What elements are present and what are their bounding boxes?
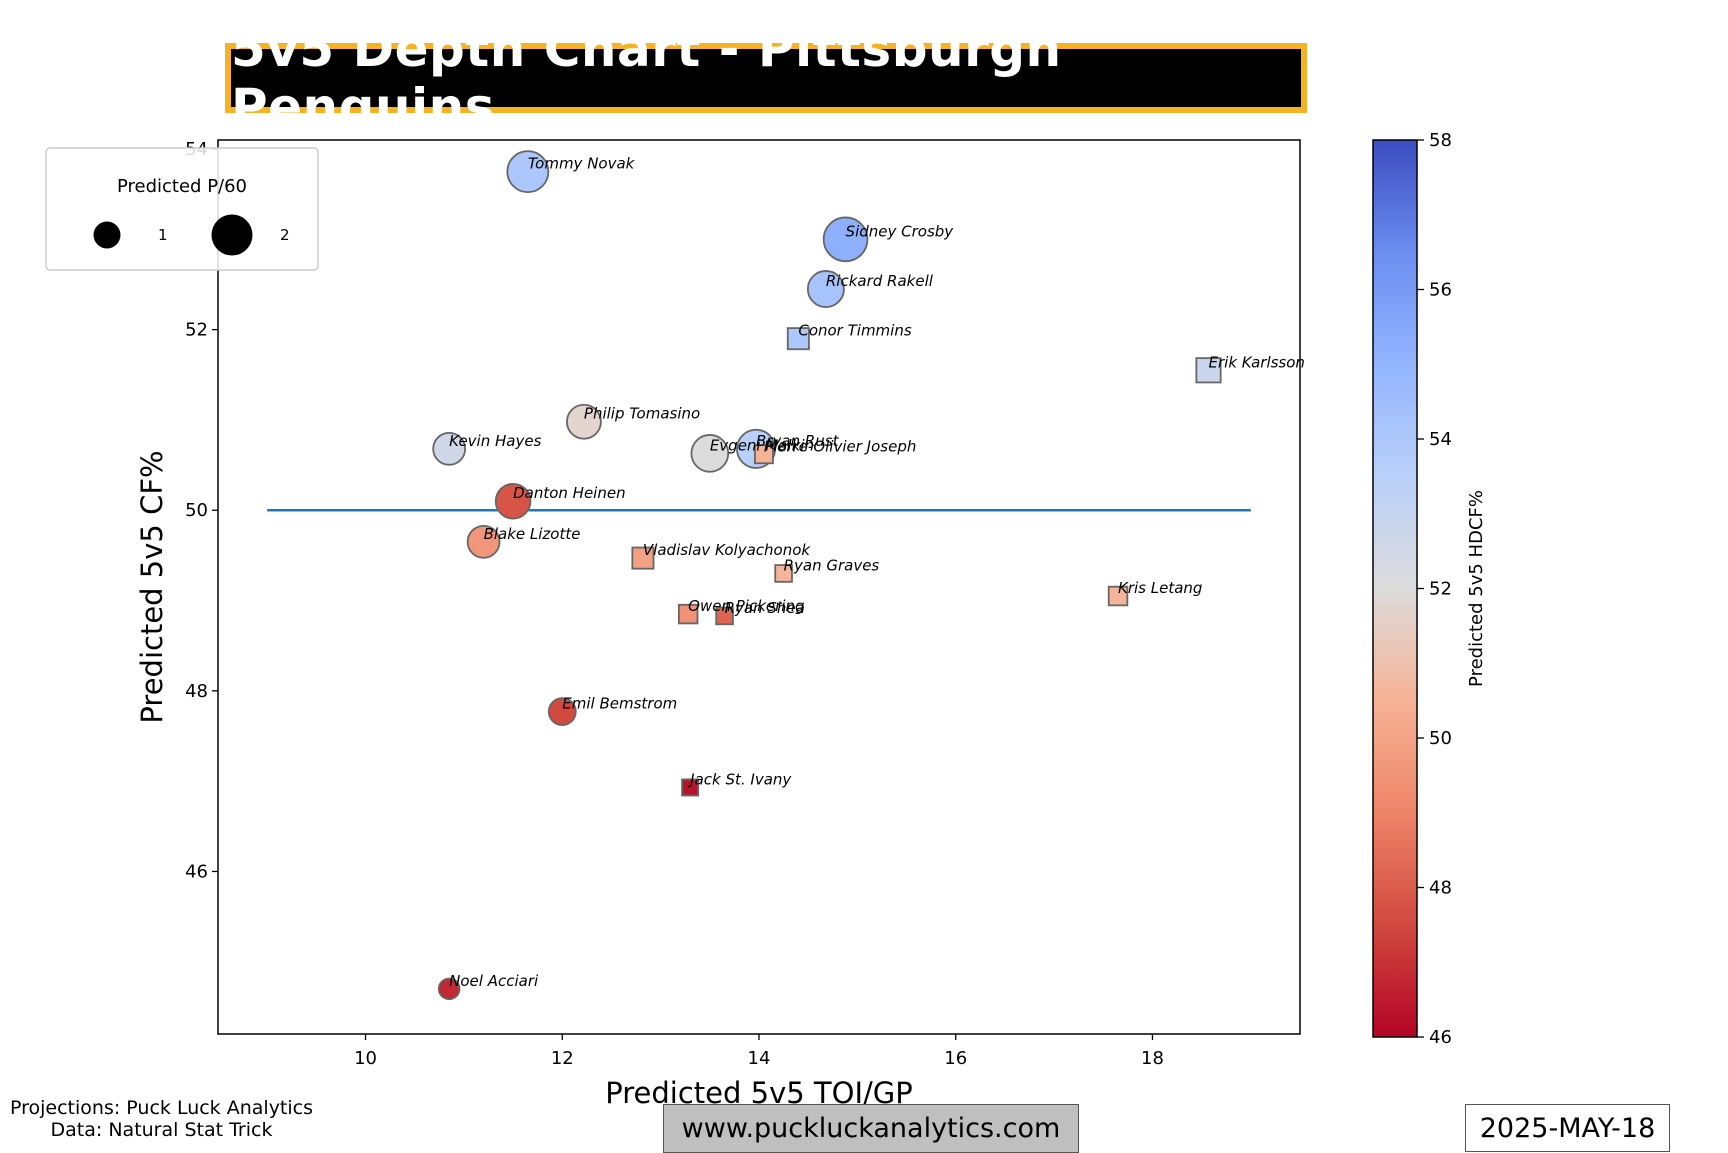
x-tick-label: 14 [748, 1048, 771, 1069]
player-markers: Tommy Novak Sidney Crosby Rickard Rakell Co… [432, 150, 1305, 1001]
player-label: Vladislav Kolyachonok [643, 541, 811, 559]
x-tick-label: 16 [944, 1048, 967, 1069]
player-marker [1107, 585, 1129, 607]
chart-title: 5v5 Depth Chart - Pittsburgh Penguins [225, 20, 1307, 136]
date-stamp: 2025-MAY-18 [1465, 1104, 1670, 1152]
player-label: Rickard Rakell [826, 272, 934, 290]
player-marker [631, 546, 655, 570]
colorbar-tick-label: 54 [1429, 429, 1452, 450]
player-label: Conor Timmins [798, 322, 911, 340]
player-marker [806, 270, 845, 308]
player-label: Noel Acciari [449, 972, 539, 990]
colorbar-label: Predicted 5v5 HDCF% [1466, 490, 1487, 687]
player-label: Jack St. Ivany [687, 770, 792, 788]
player-label: Pierre-Olivier Joseph [764, 437, 916, 455]
size-legend-marker [93, 221, 121, 249]
size-legend-label: 1 [158, 226, 168, 244]
colorbar-tick-label: 58 [1429, 130, 1452, 151]
player-marker [681, 778, 700, 797]
x-tick-label: 18 [1141, 1048, 1164, 1069]
player-label: Ryan Shea [725, 599, 805, 617]
player-marker [494, 482, 532, 520]
player-marker [677, 603, 699, 625]
player-label: Kevin Hayes [449, 432, 541, 450]
size-legend: Predicted P/60 1 2 [45, 147, 319, 271]
player-marker [437, 977, 461, 1001]
player-marker [715, 606, 734, 626]
player-label: Kris Letang [1118, 579, 1202, 597]
player-label: Tommy Novak [528, 155, 636, 173]
colorbar-tick-label: 56 [1429, 280, 1452, 301]
data-source-credit: Data: Natural Stat Trick [50, 1119, 273, 1141]
player-marker [506, 150, 550, 194]
player-marker [690, 434, 730, 473]
plot-axes: 10121416184648505254Predicted 5v5 TOI/GP… [135, 139, 1301, 1110]
colorbar-tick-label: 50 [1429, 728, 1452, 749]
player-marker [822, 216, 869, 263]
size-legend-title: Predicted P/60 [117, 176, 247, 197]
y-tick-label: 50 [185, 500, 208, 521]
x-tick-label: 10 [354, 1048, 377, 1069]
colorbar-tick-label: 52 [1429, 579, 1452, 600]
footer-credits: Projections: Puck Luck Analytics Data: N… [10, 1097, 313, 1141]
player-label: Danton Heinen [513, 484, 626, 502]
player-label: Bryan Rust [756, 432, 840, 450]
size-legend-frame [45, 147, 319, 271]
website-url[interactable]: www.puckluckanalytics.com [663, 1104, 1079, 1153]
player-label: Owen Pickering [688, 597, 804, 615]
y-tick-label: 48 [185, 681, 208, 702]
player-label: Blake Lizotte [484, 525, 581, 543]
x-tick-label: 12 [551, 1048, 574, 1069]
player-marker [566, 403, 602, 440]
y-axis-label: Predicted 5v5 CF% [135, 450, 169, 723]
player-label: Erik Karlsson [1209, 353, 1305, 371]
player-label: Sidney Crosby [846, 222, 955, 240]
y-tick-label: 52 [185, 320, 208, 341]
player-marker [754, 444, 774, 465]
player-label: Emil Bemstrom [562, 695, 677, 713]
player-marker [1195, 357, 1222, 384]
player-marker [432, 431, 467, 466]
player-label: Ryan Graves [784, 556, 880, 574]
player-marker [466, 524, 501, 559]
size-legend-label: 2 [280, 226, 290, 244]
player-label: Evgeni Malkin [710, 436, 814, 454]
player-label: Philip Tomasino [584, 405, 700, 423]
player-marker [786, 327, 810, 351]
player-marker [547, 697, 577, 727]
colorbar-tick-label: 46 [1429, 1027, 1452, 1048]
y-tick-label: 46 [185, 861, 208, 882]
projections-credit: Projections: Puck Luck Analytics [10, 1097, 314, 1119]
colorbar-gradient [1372, 139, 1418, 1038]
player-marker [774, 564, 793, 583]
colorbar: 46 48 50 52 54 56 58 Predicted 5v5 HDCF% [1372, 130, 1487, 1048]
size-legend-marker [211, 214, 253, 256]
colorbar-tick-label: 48 [1429, 878, 1452, 899]
